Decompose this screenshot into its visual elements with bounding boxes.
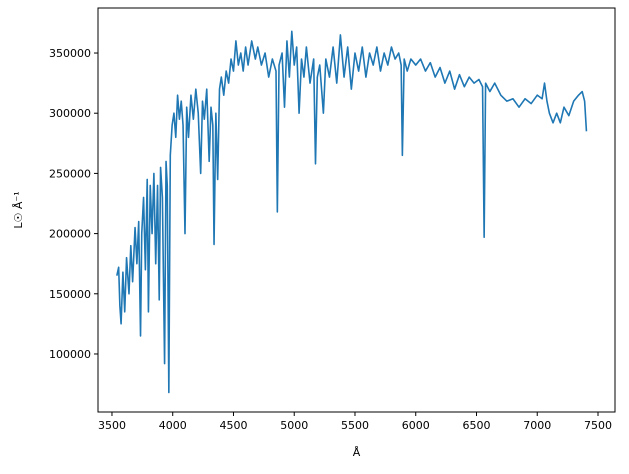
x-tick-label: 5500 <box>341 419 369 432</box>
x-tick-label: 5000 <box>280 419 308 432</box>
x-tick-label: 6500 <box>462 419 490 432</box>
spectrum-line <box>116 30 588 394</box>
x-tick-label: 6000 <box>402 419 430 432</box>
y-tick-label: 350000 <box>49 47 91 60</box>
y-tick-label: 300000 <box>49 107 91 120</box>
x-tick-label: 7000 <box>523 419 551 432</box>
x-axis-label: Å <box>353 446 361 459</box>
axes-frame <box>97 7 616 413</box>
y-tick-label: 200000 <box>49 228 91 241</box>
y-tick-label: 100000 <box>49 348 91 361</box>
x-tick-label: 3500 <box>98 419 126 432</box>
y-axis-label: L☉ Å⁻¹ <box>12 191 25 228</box>
y-tick-label: 250000 <box>49 167 91 180</box>
x-tick-label: 4000 <box>159 419 187 432</box>
x-tick-label: 4500 <box>219 419 247 432</box>
x-tick-label: 7500 <box>584 419 612 432</box>
y-tick-label: 150000 <box>49 288 91 301</box>
